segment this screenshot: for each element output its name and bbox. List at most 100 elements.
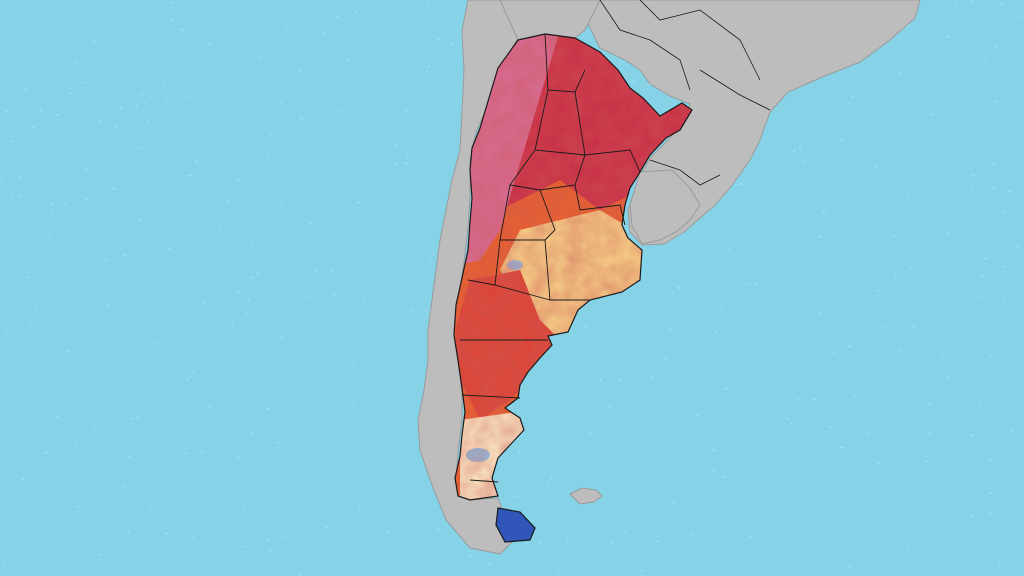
ocean-speckle bbox=[297, 69, 301, 72]
ocean-speckle bbox=[516, 438, 519, 440]
ocean-speckle bbox=[537, 542, 542, 544]
ocean-speckle bbox=[24, 88, 27, 91]
ocean-speckle bbox=[513, 495, 517, 498]
ocean-speckle bbox=[509, 404, 512, 407]
ocean-speckle bbox=[75, 440, 78, 444]
ocean-speckle bbox=[732, 367, 735, 369]
ocean-speckle bbox=[56, 113, 60, 117]
ocean-speckle bbox=[354, 10, 357, 13]
ocean-speckle bbox=[156, 342, 160, 346]
ocean-speckle bbox=[281, 201, 284, 204]
ocean-speckle bbox=[269, 549, 274, 552]
ocean-speckle bbox=[671, 501, 674, 504]
ocean-speckle bbox=[167, 247, 171, 251]
ocean-speckle bbox=[678, 288, 681, 291]
ocean-speckle bbox=[165, 532, 169, 535]
ocean-speckle bbox=[992, 162, 997, 165]
ocean-speckle bbox=[106, 303, 111, 307]
ocean-speckle bbox=[325, 526, 328, 529]
ocean-speckle bbox=[84, 462, 87, 464]
ocean-speckle bbox=[588, 432, 593, 435]
ocean-speckle bbox=[712, 449, 716, 452]
ocean-speckle bbox=[276, 441, 280, 444]
ocean-speckle bbox=[907, 196, 911, 199]
ocean-speckle bbox=[674, 500, 677, 503]
ocean-speckle bbox=[947, 375, 950, 379]
ocean-speckle bbox=[129, 417, 133, 421]
ocean-speckle bbox=[134, 103, 138, 107]
ocean-speckle bbox=[143, 170, 145, 173]
ocean-speckle bbox=[127, 455, 131, 458]
ocean-speckle bbox=[988, 458, 993, 461]
ocean-speckle bbox=[3, 562, 6, 565]
ocean-speckle bbox=[773, 416, 776, 419]
ocean-speckle bbox=[747, 282, 751, 285]
ocean-speckle bbox=[195, 159, 199, 163]
ocean-speckle bbox=[970, 434, 974, 437]
ocean-speckle bbox=[174, 443, 178, 445]
ocean-speckle bbox=[231, 323, 234, 327]
ocean-speckle bbox=[238, 140, 241, 143]
ocean-speckle bbox=[728, 249, 731, 253]
ocean-speckle bbox=[179, 28, 184, 32]
ocean-speckle bbox=[136, 416, 139, 420]
ocean-speckle bbox=[899, 349, 903, 352]
ocean-speckle bbox=[208, 405, 212, 409]
ocean-speckle bbox=[690, 534, 694, 537]
ocean-speckle bbox=[488, 562, 493, 565]
ocean-speckle bbox=[1008, 374, 1011, 377]
ocean-speckle bbox=[4, 332, 8, 334]
ocean-speckle bbox=[55, 415, 60, 418]
ocean-speckle bbox=[205, 539, 207, 542]
ocean-speckle bbox=[186, 378, 189, 381]
ocean-speckle bbox=[437, 528, 441, 531]
ocean-speckle bbox=[887, 238, 889, 241]
ocean-speckle bbox=[671, 291, 675, 293]
ocean-speckle bbox=[407, 153, 409, 157]
ocean-speckle bbox=[818, 312, 822, 315]
ocean-speckle bbox=[796, 398, 800, 401]
ocean-speckle bbox=[0, 180, 3, 182]
ocean-speckle bbox=[63, 203, 67, 206]
ocean-speckle bbox=[138, 219, 142, 222]
ocean-speckle bbox=[185, 96, 189, 99]
ocean-speckle bbox=[278, 102, 282, 105]
ocean-speckle bbox=[566, 537, 569, 541]
ocean-speckle bbox=[200, 449, 204, 453]
ocean-speckle bbox=[937, 14, 940, 18]
ocean-speckle bbox=[11, 193, 14, 197]
ocean-speckle bbox=[335, 15, 340, 18]
ocean-speckle bbox=[19, 176, 21, 179]
ocean-speckle bbox=[250, 240, 253, 243]
ocean-speckle bbox=[877, 462, 881, 466]
ocean-speckle bbox=[971, 0, 974, 2]
ocean-speckle bbox=[695, 414, 700, 417]
ocean-speckle bbox=[992, 187, 997, 190]
ocean-speckle bbox=[692, 544, 695, 547]
ocean-speckle bbox=[140, 146, 143, 150]
ocean-speckle bbox=[405, 503, 408, 505]
ocean-speckle bbox=[330, 269, 334, 273]
ocean-speckle bbox=[753, 282, 758, 286]
ocean-speckle bbox=[945, 35, 950, 38]
ocean-speckle bbox=[424, 310, 428, 313]
ocean-speckle bbox=[413, 126, 416, 130]
ocean-speckle bbox=[786, 416, 789, 420]
ocean-speckle bbox=[192, 371, 195, 375]
ocean-speckle bbox=[244, 545, 247, 548]
ocean-speckle bbox=[812, 398, 816, 401]
ocean-speckle bbox=[281, 535, 284, 539]
ocean-speckle bbox=[718, 308, 722, 311]
uruguay-landmass bbox=[629, 169, 701, 245]
ocean-speckle bbox=[123, 254, 127, 257]
ocean-speckle bbox=[98, 120, 102, 123]
ocean-speckle bbox=[995, 45, 999, 49]
province-borders bbox=[460, 33, 641, 483]
ocean-speckle bbox=[948, 495, 952, 497]
ocean-speckle bbox=[983, 349, 986, 352]
ocean-speckle bbox=[81, 81, 85, 84]
ocean-speckle bbox=[854, 395, 856, 397]
ocean-speckle bbox=[395, 143, 398, 146]
ocean-speckle bbox=[881, 326, 884, 329]
